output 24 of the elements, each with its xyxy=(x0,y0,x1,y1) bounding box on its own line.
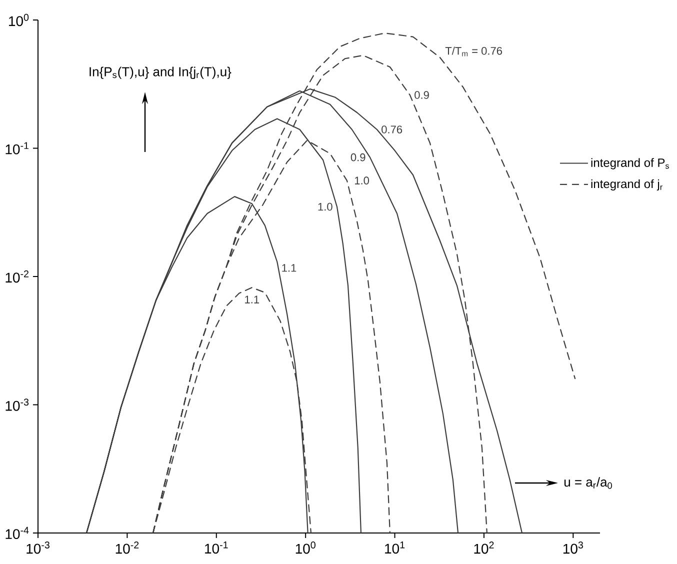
series-label: 1.1 xyxy=(245,296,259,304)
y-axis-title: In{P$_{s}$(T),u} and In{j$_{r}$(T),u} xyxy=(90,66,232,79)
x-tick-label: 10$^{-3}$ xyxy=(26,542,50,554)
x-tick-label: 10$^{2}$ xyxy=(474,542,494,554)
x-tick-label: 10$^{1}$ xyxy=(385,542,405,554)
y-tick-label: 10$^{-3}$ xyxy=(6,398,29,411)
x-tick-label: 10$^{-1}$ xyxy=(205,542,228,554)
series-label: 0.9 xyxy=(414,91,429,99)
x-tick-label: 10$^{0}$ xyxy=(296,542,316,554)
y-tick-label: 10$^{-1}$ xyxy=(6,142,28,154)
series-label: 0.9 xyxy=(350,153,366,162)
x-axis-title: u = a$_{r}$/a$_{0}$ xyxy=(564,477,612,489)
annotation: integrand of j$_{r}$ xyxy=(591,179,662,191)
series-label: 1.1 xyxy=(282,264,296,272)
y-tick-label: 10$^{-4}$ xyxy=(6,526,29,540)
series-label: 1.0 xyxy=(354,176,370,184)
y-tick-label: 10$^{-2}$ xyxy=(6,270,28,283)
y-tick-label: 10$^{0}$ xyxy=(9,14,29,26)
series-label: T/T$_{m}$ = 0.76 xyxy=(445,46,502,56)
series-label: 0.76 xyxy=(382,126,402,134)
x-tick-label: 10$^{-2}$ xyxy=(116,542,139,554)
series-label: 1.0 xyxy=(318,202,332,211)
annotation: integrand of P$_{s}$ xyxy=(591,158,669,170)
x-tick-label: 10$^{3}$ xyxy=(563,542,583,554)
